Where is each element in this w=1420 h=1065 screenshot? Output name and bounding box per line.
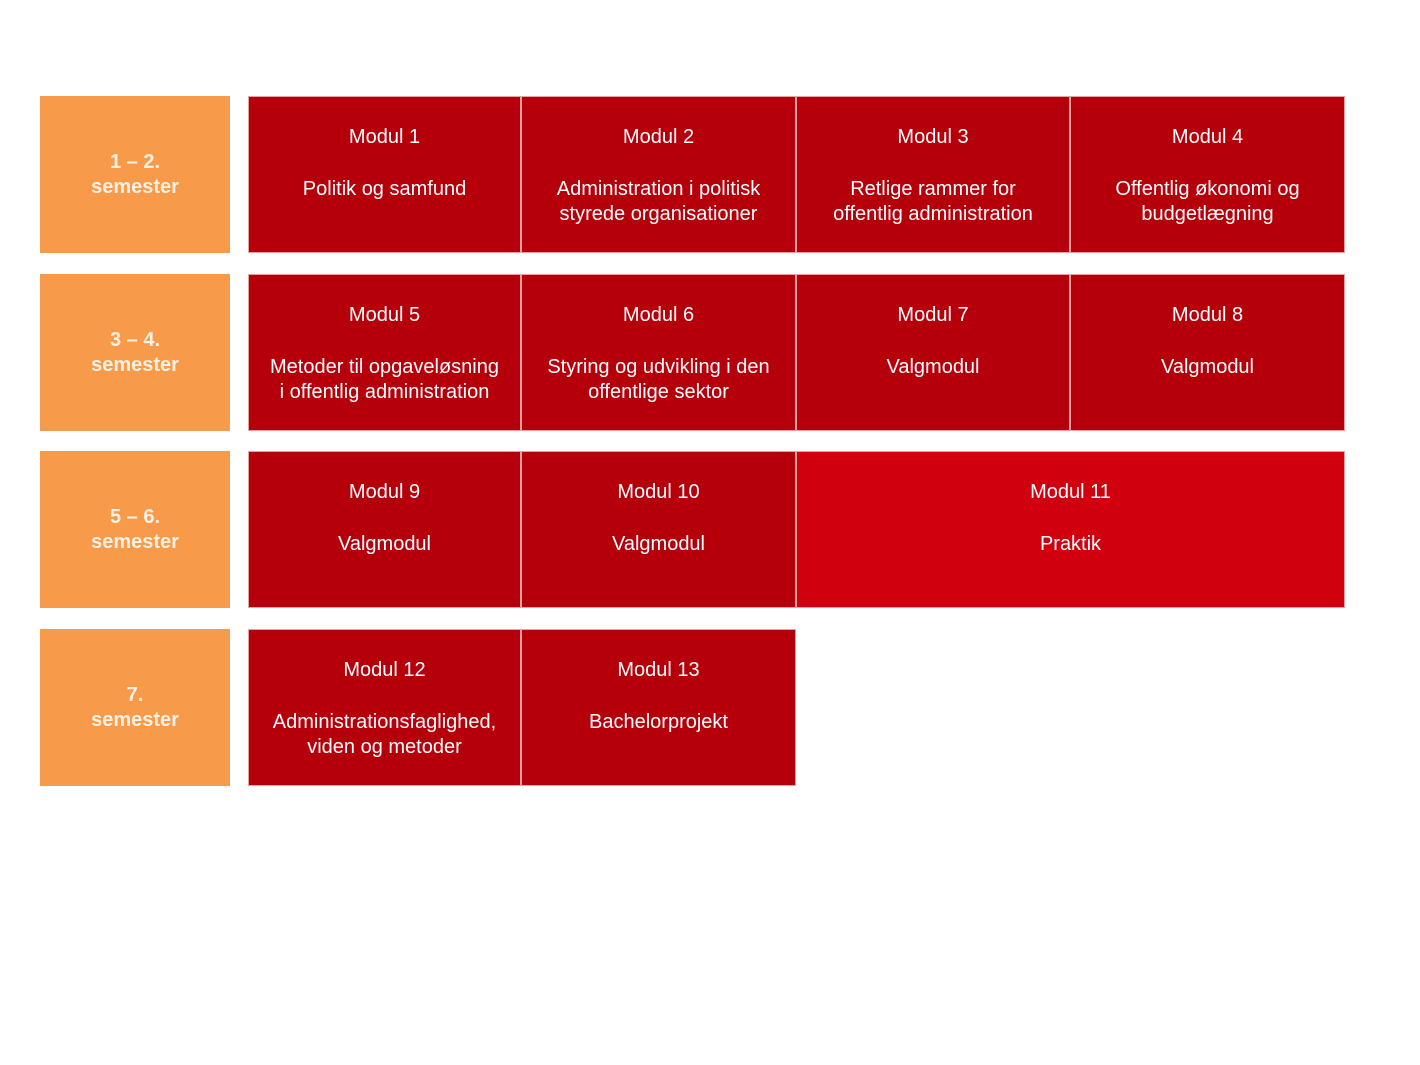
module-box: Modul 2 Administration i politisk styrede… (521, 96, 796, 253)
module-title: Modul 11 (1030, 481, 1111, 503)
module-description: Valgmodul (611, 533, 706, 555)
module-box: Modul 10 Valgmodul (521, 451, 796, 608)
module-description: Valgmodul (337, 533, 432, 555)
module-description: Valgmodul (886, 356, 980, 378)
module-title: Modul 7 (897, 304, 969, 326)
module-title: Modul 3 (897, 126, 969, 148)
module-description: Offentlig økonomi og budgetlægning (1115, 178, 1300, 225)
semester-text: 1 – 2. semester (91, 150, 179, 198)
module-box: Modul 9 Valgmodul (248, 451, 521, 608)
module-description: Politik og samfund (302, 178, 467, 200)
module-box: Modul 8 Valgmodul (1070, 274, 1345, 431)
module-title: Modul 2 (622, 126, 695, 148)
module-box: Modul 4 Offentlig økonomi og budgetlægnin… (1070, 96, 1345, 253)
module-description: Administration i politisk styrede organi… (556, 178, 761, 225)
module-box: Modul 5 Metoder til opgaveløsning i offen… (248, 274, 521, 431)
semester-text: 7. semester (91, 683, 179, 731)
module-box: Modul 1 Politik og samfund (248, 96, 521, 253)
module-title: Modul 8 (1171, 304, 1244, 326)
module-title: Modul 6 (622, 304, 695, 326)
semester-label: 5 – 6. semester (40, 451, 230, 608)
module-box: Modul 13 Bachelorprojekt (521, 629, 796, 786)
semester-label: 7. semester (40, 629, 230, 786)
module-description: Styring og udvikling i den offentlige se… (547, 356, 770, 403)
module-box: Modul 3 Retlige rammer for offentlig admi… (796, 96, 1070, 253)
module-title: Modul 9 (348, 481, 421, 503)
module-description: Administrationsfaglighed, viden og metod… (272, 711, 497, 758)
semester-label: 3 – 4. semester (40, 274, 230, 431)
semester-label: 1 – 2. semester (40, 96, 230, 253)
module-title: Modul 13 (617, 659, 700, 681)
module-description: Praktik (1039, 533, 1102, 555)
semester-text: 5 – 6. semester (91, 505, 179, 553)
module-description: Bachelorprojekt (589, 711, 728, 733)
module-description: Metoder til opgaveløsning i offentlig ad… (269, 356, 499, 403)
module-title: Modul 1 (348, 126, 421, 148)
module-title: Modul 10 (617, 481, 700, 503)
module-title: Modul 5 (348, 304, 421, 326)
module-box: Modul 7 Valgmodul (796, 274, 1070, 431)
module-title: Modul 12 (343, 659, 426, 681)
semester-text: 3 – 4. semester (91, 328, 179, 376)
module-title: Modul 4 (1171, 126, 1244, 148)
module-box: Modul 11 Praktik (796, 451, 1345, 608)
module-description: Retlige rammer for offentlig administrat… (833, 178, 1033, 225)
module-box: Modul 12 Administrationsfaglighed, viden … (248, 629, 521, 786)
module-box: Modul 6 Styring og udvikling i den offent… (521, 274, 796, 431)
module-description: Valgmodul (1160, 356, 1255, 378)
